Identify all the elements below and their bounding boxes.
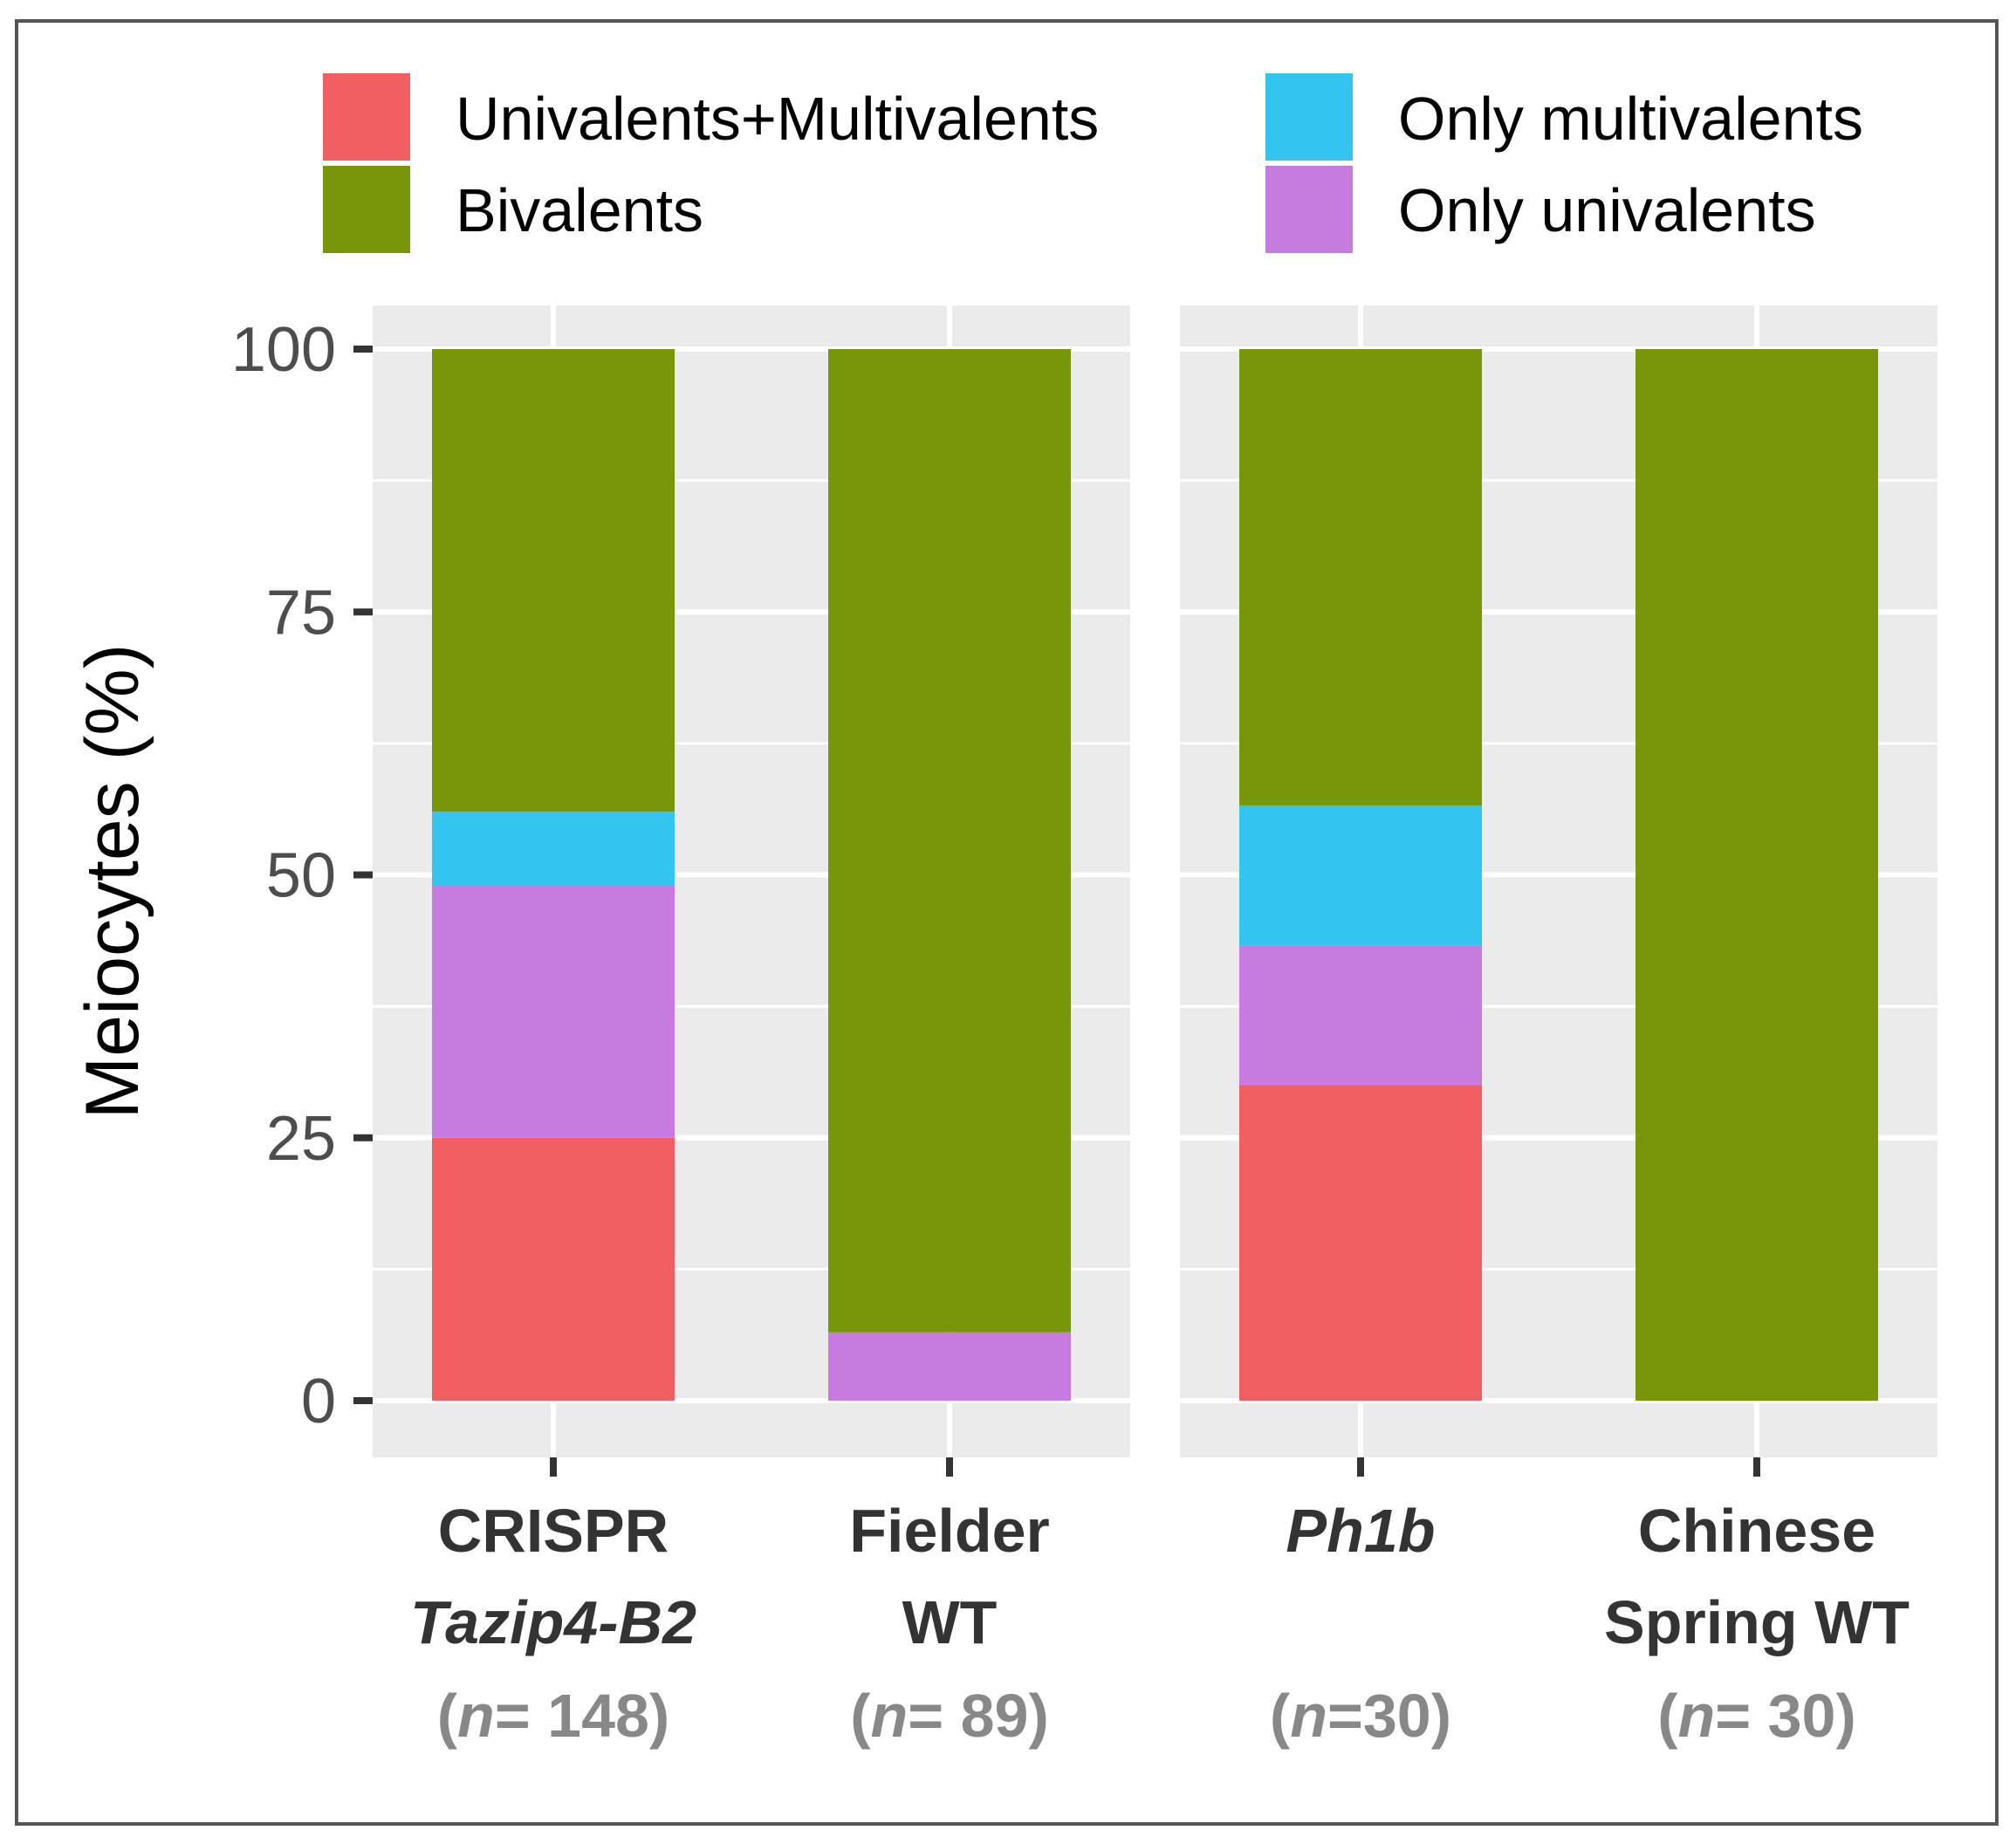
x-category-label: Fielder (849, 1497, 1050, 1565)
bar-segment-univalents-multivalents (1239, 1085, 1482, 1401)
bar-segment-bivalents (432, 349, 675, 812)
bar-segment-only-multivalents (1239, 805, 1482, 946)
x-sample-size-label: (n= 89) (850, 1682, 1049, 1750)
panel-1 (373, 305, 1130, 1457)
legend-label-only-multivalents: Only multivalents (1398, 85, 1863, 153)
legend-swatch-univalents-multivalents (323, 73, 410, 161)
y-tick-label: 0 (301, 1367, 336, 1436)
bar-segment-only-univalents (432, 885, 675, 1138)
x-category-label: CRISPR (438, 1497, 669, 1565)
bar-segment-bivalents (828, 349, 1071, 1333)
legend-label-univalents-multivalents: Univalents+Multivalents (456, 85, 1099, 153)
x-category-label: Chinese (1638, 1497, 1875, 1565)
panel-2 (1180, 305, 1937, 1457)
y-tick-label: 75 (266, 578, 336, 648)
legend-label-only-univalents: Only univalents (1398, 176, 1816, 244)
bar-segment-univalents-multivalents (432, 1137, 675, 1401)
bar-segment-only-univalents (1239, 945, 1482, 1086)
x-category-label: Spring WT (1604, 1588, 1910, 1656)
y-tick-label: 25 (266, 1104, 336, 1174)
bar-segment-only-multivalents (432, 812, 675, 886)
legend-swatch-only-multivalents (1265, 73, 1353, 161)
bar-segment-only-univalents (828, 1332, 1071, 1401)
y-axis: 0 25 50 75 100 (231, 315, 373, 1436)
y-tick-label: 50 (266, 841, 336, 911)
x-sample-size-label: (n= 30) (1657, 1682, 1856, 1750)
x-category-label: Tazip4-B2 (410, 1588, 696, 1656)
legend-swatch-bivalents (323, 166, 410, 253)
bar-segment-bivalents (1239, 349, 1482, 805)
legend-label-bivalents: Bivalents (456, 176, 703, 244)
x-axis: CRISPR Tazip4-B2 (n= 148) Fielder WT (n= 89) P… (410, 1457, 1910, 1750)
x-category-label: WT (902, 1588, 998, 1656)
y-tick-label: 100 (231, 315, 336, 385)
legend: Univalents+Multivalents Bivalents Only mul… (323, 73, 1863, 253)
plot-panels (373, 305, 1937, 1457)
x-sample-size-label: (n= 148) (437, 1682, 670, 1750)
legend-swatch-only-univalents (1265, 166, 1353, 253)
y-axis-label: Meiocytes (%) (71, 644, 154, 1120)
x-category-label: Ph1b (1286, 1497, 1435, 1565)
x-sample-size-label: (n=30) (1270, 1682, 1451, 1750)
bar-segment-bivalents (1635, 349, 1878, 1401)
